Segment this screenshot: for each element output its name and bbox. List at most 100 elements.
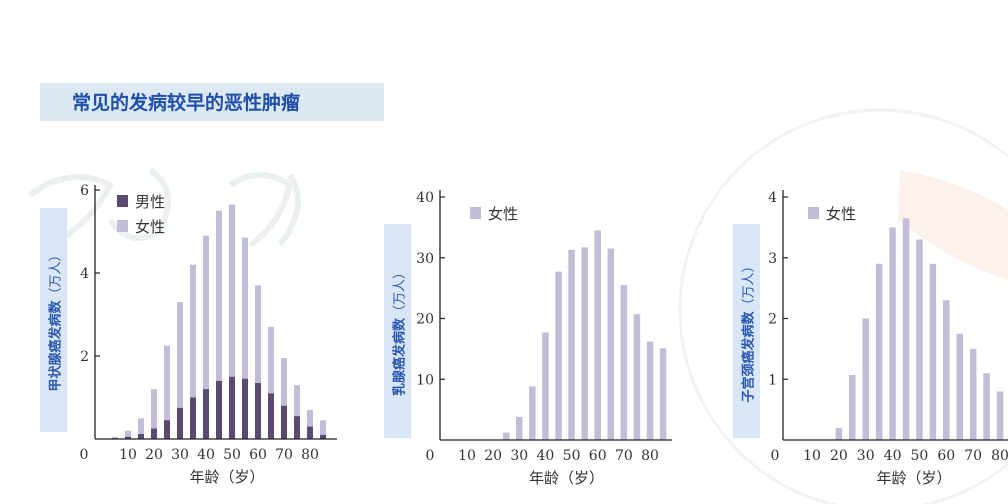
bar-female-85 [320, 420, 326, 439]
ylabel-box-2: 乳腺癌发病数（万人） [384, 224, 411, 438]
bar-male-80 [307, 426, 313, 439]
bar-female-60 [594, 230, 601, 440]
bar-female-30 [516, 416, 523, 440]
bar-male-20 [151, 428, 157, 439]
bar-male-75 [294, 416, 300, 439]
bar-female-55 [581, 247, 588, 440]
bar-female-45 [555, 271, 562, 440]
bar-female-75 [633, 314, 641, 440]
bar-female-15 [138, 418, 144, 440]
bar-female-30 [177, 302, 183, 439]
bar-female-70 [969, 348, 977, 440]
bar-female-10 [125, 430, 131, 439]
x-tick-label: 60 [249, 447, 267, 463]
bar-female-50 [229, 204, 235, 439]
legend-swatch [808, 207, 819, 219]
bar-female-70 [281, 358, 287, 439]
legend-label: 男性 [135, 193, 165, 211]
bar-female-40 [889, 227, 896, 440]
x-tick-label: 70 [964, 448, 982, 464]
bar-male-70 [281, 405, 287, 439]
x-tick-label: 70 [275, 447, 293, 463]
bar-female-35 [529, 386, 536, 440]
bar-female-40 [203, 235, 209, 439]
bar-male-85 [320, 434, 326, 439]
legend-swatch [117, 195, 128, 207]
x-axis-label: 年龄（岁） [529, 469, 604, 487]
bar-female-40 [542, 332, 549, 440]
bar-male-25 [164, 420, 170, 439]
origin-label: 0 [426, 448, 435, 464]
bar-male-30 [177, 407, 183, 439]
bar-male-65 [268, 393, 274, 439]
y-tick-label: 4 [768, 190, 777, 206]
bar-female-45 [216, 210, 222, 440]
y-tick-label: 4 [80, 266, 89, 282]
bar-male-10 [125, 436, 131, 439]
bar-female-80 [646, 341, 654, 440]
bar-female-80 [307, 409, 313, 439]
bar-female-45 [902, 218, 910, 440]
x-tick-label: 30 [510, 448, 528, 464]
bar-male-40 [203, 389, 209, 439]
x-tick-label: 10 [119, 447, 137, 463]
bar-female-75 [294, 385, 300, 439]
legend-label: 女性 [488, 205, 518, 223]
x-tick-label: 40 [537, 448, 555, 464]
page-title: 常见的发病较早的恶性肿瘤 [72, 92, 301, 114]
bar-female-35 [190, 264, 196, 439]
ylabel-box-3: 子宫颈癌发病数（万人） [733, 224, 760, 438]
bar-female-70 [620, 285, 628, 440]
bar-female-75 [983, 373, 990, 440]
x-tick-label: 30 [857, 448, 875, 464]
bar-female-60 [943, 300, 950, 440]
y-tick-label: 6 [80, 183, 89, 199]
x-tick-label: 20 [484, 448, 502, 464]
bar-female-85 [659, 348, 667, 440]
y-tick-label: 2 [80, 349, 89, 365]
legend-label: 女性 [135, 218, 165, 236]
bar-male-35 [190, 397, 196, 439]
bar-female-35 [875, 263, 883, 440]
y-tick-label: 10 [416, 372, 434, 388]
bar-male-50 [229, 376, 235, 440]
y-tick-label: 20 [416, 312, 434, 328]
bar-female-60 [255, 285, 261, 439]
bar-male-45 [216, 380, 222, 439]
bar-female-55 [929, 263, 937, 440]
bar-female-65 [607, 248, 614, 440]
bar-female-20 [151, 389, 157, 439]
bar-female-20 [835, 427, 843, 440]
y-tick-label: 40 [416, 190, 434, 206]
bar-female-50 [568, 249, 575, 440]
bar-female-80 [996, 391, 1004, 440]
x-tick-label: 50 [223, 447, 241, 463]
x-tick-label: 30 [171, 447, 189, 463]
x-tick-label: 10 [458, 448, 476, 464]
x-tick-label: 40 [884, 448, 902, 464]
bar-female-65 [268, 326, 274, 439]
x-tick-label: 80 [301, 447, 319, 463]
y-tick-label: 1 [768, 372, 777, 388]
bar-female-25 [164, 345, 170, 439]
bar-female-65 [956, 333, 963, 440]
bar-female-30 [862, 318, 869, 440]
bar-male-55 [242, 378, 248, 439]
x-tick-label: 20 [145, 447, 163, 463]
bar-female-55 [242, 237, 248, 439]
legend-label: 女性 [826, 205, 856, 223]
y-tick-label: 3 [768, 251, 777, 267]
bar-female-5 [112, 436, 118, 439]
x-tick-label: 20 [830, 448, 848, 464]
origin-label: 0 [771, 448, 780, 464]
ylabel-box-1: 甲状腺癌发病数（万人） [40, 208, 67, 432]
x-tick-label: 60 [589, 448, 607, 464]
x-tick-label: 80 [641, 448, 659, 464]
x-axis-label: 年龄（岁） [876, 469, 951, 487]
title-banner: 常见的发病较早的恶性肿瘤 [40, 83, 384, 121]
legend-swatch [117, 220, 128, 232]
y-tick-label: 2 [768, 312, 777, 328]
